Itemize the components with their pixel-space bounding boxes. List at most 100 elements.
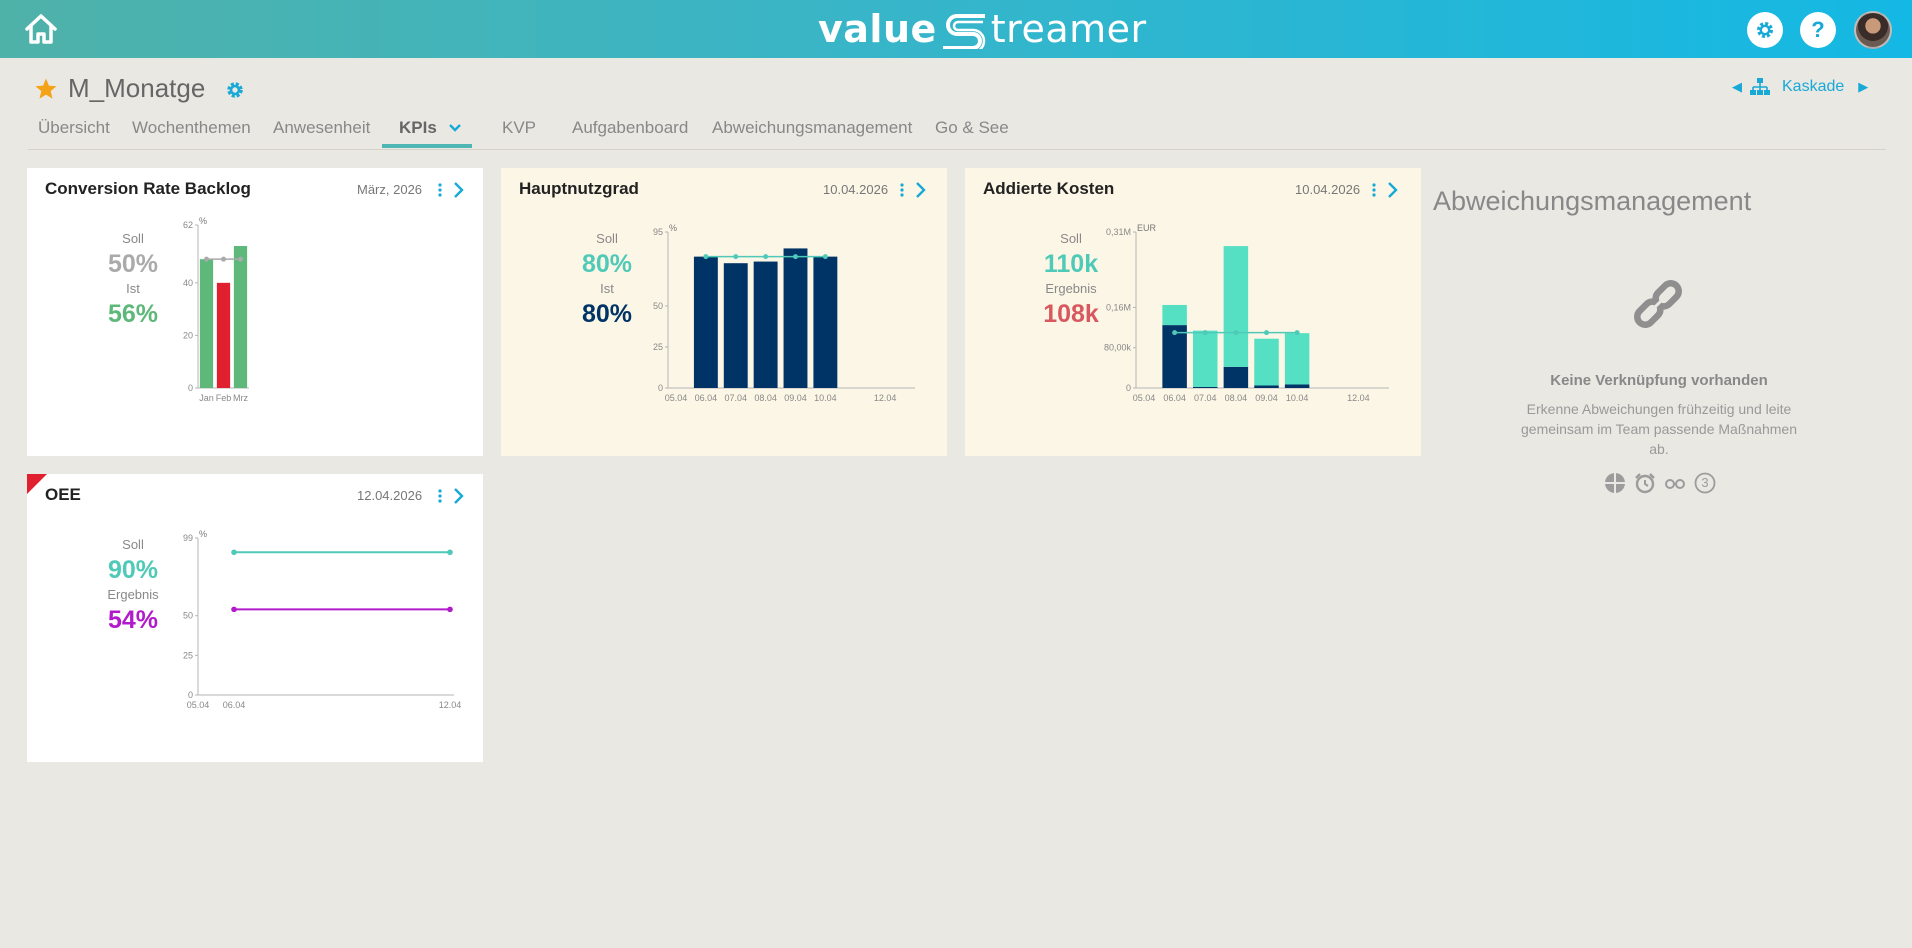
tab-wochenthemen[interactable]: Wochenthemen bbox=[132, 118, 251, 137]
settings-button[interactable] bbox=[1747, 12, 1783, 48]
bar-mrz bbox=[233, 246, 248, 388]
crosshair-icon bbox=[1604, 472, 1626, 494]
chevron-right-icon[interactable] bbox=[451, 486, 467, 506]
unit-label: EUR bbox=[1137, 223, 1157, 233]
chevron-down-icon bbox=[448, 124, 461, 132]
kpi-card-conversion[interactable]: Conversion Rate Backlog März, 2026 Soll … bbox=[27, 168, 483, 456]
help-button[interactable]: ? bbox=[1800, 12, 1836, 48]
target-point bbox=[763, 254, 769, 260]
target-point bbox=[1202, 330, 1208, 336]
more-vertical-icon[interactable] bbox=[433, 488, 447, 504]
y-tick-label: 50 bbox=[653, 301, 663, 311]
bar-09.04 bbox=[783, 248, 808, 388]
favorite-star-icon[interactable] bbox=[34, 77, 58, 101]
brand-s-logo bbox=[939, 9, 991, 54]
tab-kvp[interactable]: KVP bbox=[502, 118, 537, 137]
bar-10.04 bbox=[813, 256, 838, 388]
x-tick-label: 12.04 bbox=[439, 700, 462, 710]
kpi-card-kosten[interactable]: Addierte Kosten 10.04.2026 Soll 110k Erg… bbox=[965, 168, 1421, 456]
abweichung-icon-row: 3 bbox=[1604, 472, 1716, 494]
y-tick-label: 25 bbox=[653, 342, 663, 352]
tab-abweichungsmanagement[interactable]: Abweichungsmanagement bbox=[712, 118, 913, 137]
bar-jan bbox=[199, 259, 214, 388]
x-tick-label: 12.04 bbox=[874, 393, 897, 403]
ist-label: Ist bbox=[126, 281, 140, 296]
y-tick-label: 0,31M bbox=[1106, 227, 1131, 237]
team-name: M_Monatge bbox=[68, 73, 206, 103]
alert-corner-flag bbox=[27, 474, 47, 494]
brand-logo: value treamer bbox=[818, 4, 1147, 54]
kaskade-nav: ◀ Kaskade ▶ bbox=[1732, 78, 1868, 96]
kpi-summary: Soll 110k Ergebnis 108k bbox=[1011, 230, 1131, 330]
bar-08.04 bbox=[753, 261, 778, 388]
oee-chart: % 0 25 50 99 05.04 06.04 12.04 bbox=[183, 529, 462, 710]
x-tick-label: 09.04 bbox=[784, 393, 807, 403]
x-tick-label: 05.04 bbox=[1133, 393, 1156, 403]
bar-06.04 bbox=[693, 256, 718, 388]
ergebnis-value: 108k bbox=[1043, 300, 1099, 328]
kpi-card-hauptnutzgrad[interactable]: Hauptnutzgrad 10.04.2026 Soll 80% Ist 80… bbox=[501, 168, 947, 456]
badge-number: 3 bbox=[1701, 475, 1709, 490]
ergebnis-label: Ergebnis bbox=[107, 587, 159, 602]
ergebnis-value: 54% bbox=[107, 606, 159, 634]
hierarchy-icon bbox=[1750, 78, 1770, 95]
tab-go-and-see[interactable]: Go & See bbox=[935, 118, 1009, 137]
card-date: 12.04.2026 bbox=[357, 488, 423, 503]
kpi-card-oee[interactable]: OEE 12.04.2026 Soll 90% Ergebnis 54% % 0 2… bbox=[27, 474, 483, 762]
link-icon bbox=[1626, 272, 1690, 336]
hauptnutzgrad-chart: % 0 25 50 95 05.04 06.04 07.04 08.04 09.04 10.04 12… bbox=[653, 223, 915, 403]
target-point bbox=[822, 254, 828, 260]
top-bar: value treamer ? bbox=[0, 0, 1912, 58]
kpi-summary: Soll 90% Ergebnis 54% bbox=[73, 536, 193, 636]
bar-stack-06.04 bbox=[1162, 304, 1187, 326]
tab-aufgabenboard[interactable]: Aufgabenboard bbox=[572, 118, 689, 137]
caret-left-icon[interactable]: ◀ bbox=[1732, 79, 1742, 94]
target-point bbox=[221, 256, 226, 262]
kaskade-link[interactable]: Kaskade bbox=[1782, 78, 1845, 95]
y-tick-label: 0,16M bbox=[1106, 302, 1131, 312]
brand-streamer: treamer bbox=[990, 7, 1147, 51]
ist-value: 80% bbox=[581, 300, 633, 328]
series-point-0 bbox=[447, 549, 453, 556]
soll-label: Soll bbox=[596, 231, 618, 246]
tab-anwesenheit[interactable]: Anwesenheit bbox=[273, 118, 371, 137]
tab-kpis[interactable]: KPIs bbox=[399, 118, 462, 138]
bar-base-09.04 bbox=[1254, 385, 1279, 388]
card-title: Hauptnutzgrad bbox=[519, 179, 639, 198]
soll-label: Soll bbox=[1060, 231, 1082, 246]
bar-base-07.04 bbox=[1193, 386, 1218, 388]
y-tick-label: 0 bbox=[1126, 383, 1131, 393]
target-point bbox=[238, 256, 243, 262]
abweichung-empty-heading: Keine Verknüpfung vorhanden bbox=[1550, 372, 1768, 389]
home-icon[interactable] bbox=[22, 10, 60, 48]
target-point bbox=[204, 256, 209, 262]
kosten-chart: EUR 0 80,00k 0,16M 0,31M 05.04 06.04 07.04 08.04… bbox=[1104, 223, 1389, 403]
tab-uebersicht[interactable]: Übersicht bbox=[38, 118, 110, 137]
target-point bbox=[1172, 330, 1178, 336]
active-tab-indicator bbox=[382, 144, 472, 148]
brand-value: value bbox=[818, 7, 937, 51]
avatar[interactable] bbox=[1854, 11, 1892, 49]
y-tick-label: 95 bbox=[653, 227, 663, 237]
chevron-right-icon[interactable] bbox=[1385, 180, 1401, 200]
ist-value: 56% bbox=[107, 300, 159, 328]
y-tick-label: 0 bbox=[188, 690, 193, 700]
more-vertical-icon[interactable] bbox=[1367, 182, 1381, 198]
chevron-right-icon[interactable] bbox=[451, 180, 467, 200]
soll-label: Soll bbox=[122, 231, 144, 246]
ist-label: Ist bbox=[600, 281, 614, 296]
bar-base-08.04 bbox=[1223, 366, 1249, 388]
caret-right-icon[interactable]: ▶ bbox=[1858, 79, 1869, 94]
abweichung-empty-text: Erkenne Abweichungen frühzeitig und leit… bbox=[1521, 401, 1797, 457]
x-tick-label: 06.04 bbox=[1163, 393, 1186, 403]
kpi-summary: Soll 80% Ist 80% bbox=[547, 230, 667, 330]
more-vertical-icon[interactable] bbox=[433, 182, 447, 198]
x-tick-label: 12.04 bbox=[1347, 393, 1370, 403]
series-point-1 bbox=[447, 606, 453, 613]
chevron-right-icon[interactable] bbox=[913, 180, 929, 200]
more-vertical-icon[interactable] bbox=[895, 182, 909, 198]
tab-kpis-label: KPIs bbox=[399, 118, 437, 137]
team-settings-gear-icon[interactable] bbox=[225, 80, 245, 100]
tabs-divider bbox=[28, 149, 1886, 150]
gear-icon bbox=[1757, 22, 1773, 38]
